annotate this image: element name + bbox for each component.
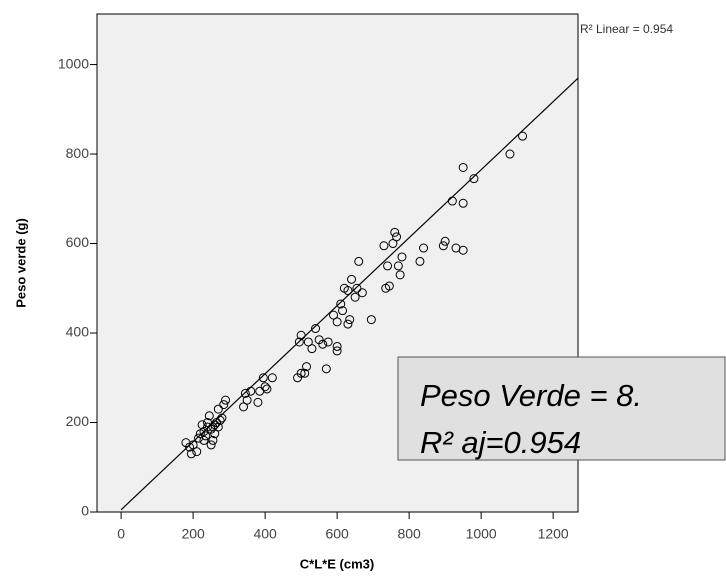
x-tick-label: 0 <box>117 526 125 542</box>
equation-line: Peso Verde = 8. <box>420 378 642 413</box>
point <box>210 429 220 439</box>
point <box>458 162 468 172</box>
point <box>311 324 321 334</box>
x-tick-label: 400 <box>253 526 277 542</box>
point <box>469 174 479 184</box>
point <box>242 395 252 405</box>
point <box>332 317 342 327</box>
point <box>384 281 394 291</box>
y-tick-label: 200 <box>66 413 90 429</box>
y-tick-label: 0 <box>81 503 89 519</box>
x-tick-label: 600 <box>325 526 349 542</box>
point <box>197 420 207 430</box>
point <box>246 386 256 396</box>
point <box>352 283 362 293</box>
point <box>307 344 317 354</box>
point <box>366 315 376 325</box>
point <box>390 227 400 237</box>
point <box>383 261 393 271</box>
point <box>303 337 313 347</box>
point <box>208 435 218 445</box>
point <box>294 337 304 347</box>
point <box>393 261 403 271</box>
point <box>336 299 346 309</box>
point <box>302 362 312 372</box>
point <box>188 440 198 450</box>
point <box>213 404 223 414</box>
r2-line: R² aj=0.954 <box>420 425 581 460</box>
point <box>253 397 263 407</box>
marks <box>120 77 578 511</box>
point <box>415 256 425 266</box>
point <box>447 196 457 206</box>
point <box>201 431 211 441</box>
point <box>357 288 367 298</box>
point <box>300 368 310 378</box>
point <box>505 149 515 159</box>
point <box>343 286 353 296</box>
x-tick-label: 200 <box>181 526 205 542</box>
point <box>296 368 306 378</box>
point <box>329 310 339 320</box>
x-tick-label: 1200 <box>538 526 569 542</box>
point <box>354 256 364 266</box>
point <box>199 435 209 445</box>
point <box>458 198 468 208</box>
point <box>440 236 450 246</box>
point <box>192 447 202 457</box>
equation-box <box>397 356 726 461</box>
point <box>518 131 528 141</box>
point <box>240 388 250 398</box>
point <box>210 420 220 430</box>
point <box>186 449 196 459</box>
fit-annotation: R² Linear = 0.954 <box>580 22 673 36</box>
point <box>258 373 268 383</box>
point <box>206 440 216 450</box>
point <box>321 364 331 374</box>
point <box>296 330 306 340</box>
point <box>323 337 333 347</box>
point <box>438 241 448 251</box>
point <box>392 232 402 242</box>
point <box>318 339 328 349</box>
y-tick-label: 1000 <box>58 55 89 71</box>
point <box>332 346 342 356</box>
y-tick-label: 400 <box>66 324 90 340</box>
point <box>338 306 348 316</box>
point <box>419 243 429 253</box>
point <box>267 373 277 383</box>
point <box>345 315 355 325</box>
point <box>395 270 405 280</box>
point <box>388 239 398 249</box>
point <box>262 384 272 394</box>
point <box>239 402 249 412</box>
point <box>217 413 227 423</box>
point <box>397 252 407 262</box>
point <box>350 292 360 302</box>
point <box>332 341 342 351</box>
point <box>260 382 270 392</box>
point <box>347 274 357 284</box>
y-tick-label: 600 <box>66 234 90 250</box>
x-tick-label: 800 <box>397 526 421 542</box>
x-axis-title: C*L*E (cm3) <box>300 556 374 571</box>
point <box>219 400 229 410</box>
y-axis-title: Peso verde (g) <box>13 218 28 308</box>
point <box>221 395 231 405</box>
y-tick-label: 800 <box>66 145 90 161</box>
x-tick-label: 1000 <box>466 526 497 542</box>
point <box>343 319 353 329</box>
point <box>215 415 225 425</box>
point <box>458 245 468 255</box>
point <box>379 241 389 251</box>
point <box>204 411 214 421</box>
